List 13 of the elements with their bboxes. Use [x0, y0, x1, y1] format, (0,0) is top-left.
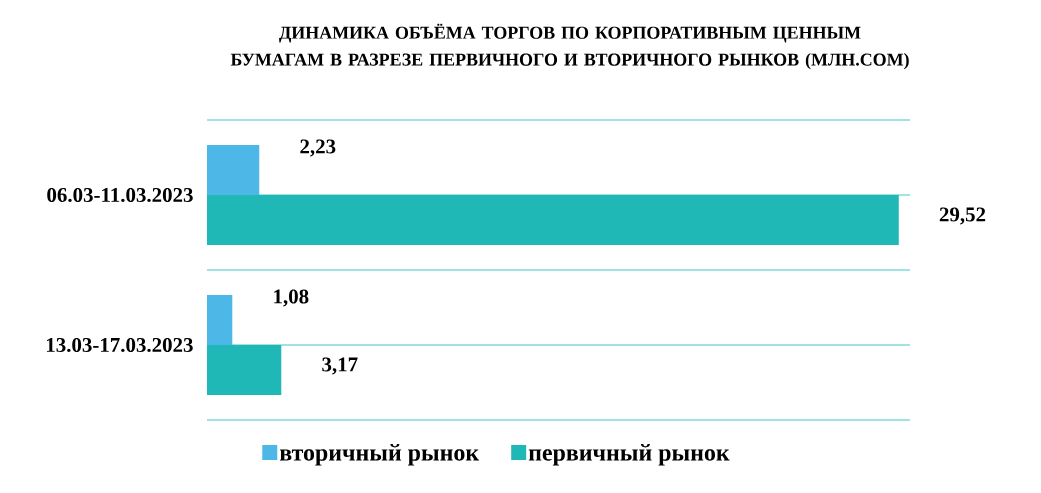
data-label: 29,52 [939, 207, 986, 225]
legend-label: вторичный рынок [279, 444, 480, 466]
legend-label: первичный рынок [528, 444, 730, 466]
data-label: 3,17 [322, 357, 358, 375]
bar [207, 195, 899, 246]
data-label: 2,23 [300, 139, 336, 157]
y-tick-label: 06.03-11.03.2023 [47, 187, 193, 203]
chart-title: ДИНАМИКА ОБЪЁМА ТОРГОВ ПО КОРПОРАТИВНЫМ ЦЕННЫМ БУМАГАМ В РАЗРЕЗЕ ПЕРВИЧНОГО И ВТОРИЧНОГО РЫНКОВ (МЛН.СОМ) [230, 23, 909, 70]
data-label: 1,08 [274, 289, 309, 307]
y-tick-label: 13.03-17.03.2023 [46, 337, 193, 353]
bar [207, 144, 260, 195]
bar [207, 294, 233, 345]
bar [207, 345, 282, 396]
